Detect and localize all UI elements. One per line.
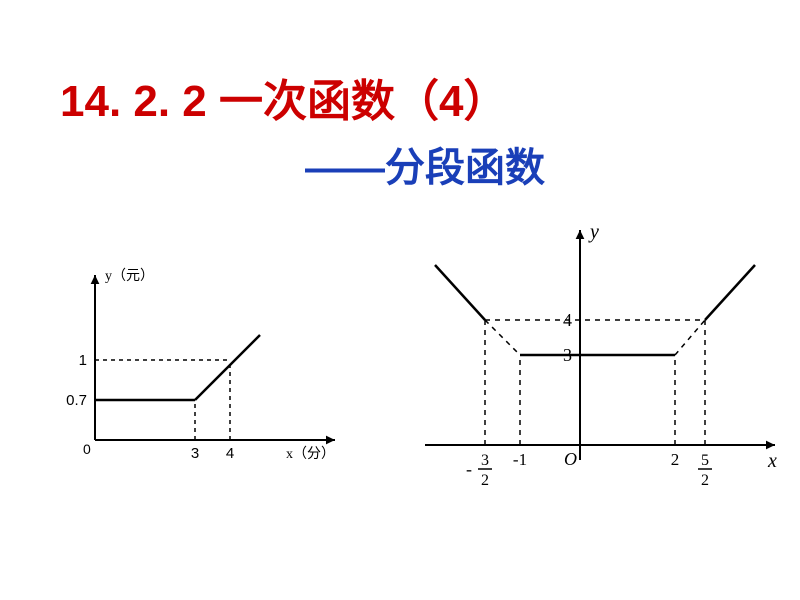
function-segment	[435, 265, 485, 320]
page-title: 14. 2. 2 一次函数（4）	[60, 65, 507, 129]
y-axis-label: y	[588, 221, 599, 243]
origin-label: 0	[83, 441, 91, 457]
subtitle-text: 分段函数	[385, 146, 545, 190]
x-axis-label: x（分）	[286, 446, 335, 462]
x-tick-fraction: -3 2	[466, 452, 492, 489]
svg-text:3: 3	[481, 452, 489, 469]
svg-text:5: 5	[701, 452, 709, 469]
svg-text:2: 2	[481, 472, 489, 489]
function-segment	[195, 335, 260, 400]
chart-left: y（元） x（分） 0 0.7 1 3 4	[35, 255, 355, 475]
x-tick-label: 4	[226, 445, 234, 462]
y-tick-label: 1	[79, 352, 87, 369]
dashed-line	[675, 320, 705, 355]
origin-label: O	[564, 449, 577, 469]
x-tick-label: 3	[191, 445, 199, 462]
svg-text:-: -	[466, 459, 472, 479]
title-text: 14. 2. 2 一次函数（4）	[60, 77, 507, 126]
function-segment	[705, 265, 755, 320]
y-tick-label: 0.7	[66, 392, 87, 409]
dashed-line	[485, 320, 520, 355]
x-tick-fraction: 52	[698, 452, 712, 489]
subtitle-dash: ——	[305, 146, 385, 190]
x-axis-label: x	[767, 450, 777, 472]
x-tick-label: 2	[671, 450, 680, 469]
svg-text:2: 2	[701, 472, 709, 489]
y-axis-label: y（元）	[105, 268, 154, 284]
chart-right: yxO34-32-1252	[400, 210, 780, 520]
x-tick-label: -1	[513, 450, 527, 469]
page-subtitle: ——分段函数	[305, 135, 545, 193]
